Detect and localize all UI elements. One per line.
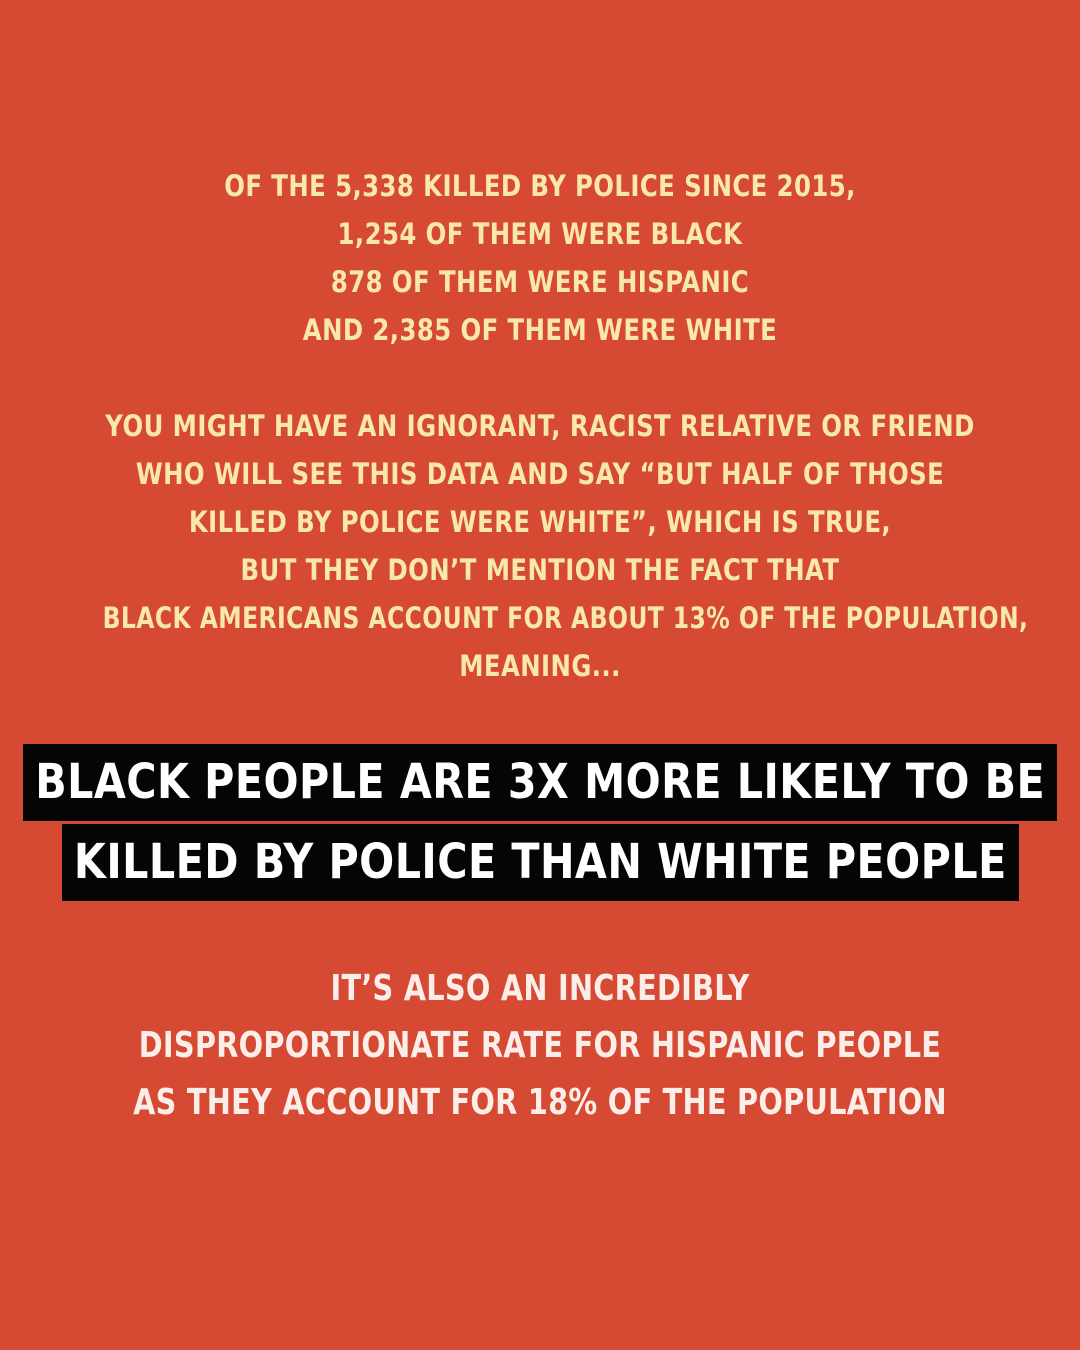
- context-line: BLACK AMERICANS ACCOUNT FOR ABOUT 13% OF…: [102, 601, 1029, 635]
- context-paragraph: YOU MIGHT HAVE AN IGNORANT, RACIST RELAT…: [0, 402, 1080, 690]
- police-killings-stats: OF THE 5,338 KILLED BY POLICE SINCE 2015…: [0, 162, 1080, 354]
- context-line: KILLED BY POLICE WERE WHITE”, WHICH IS T…: [188, 505, 892, 539]
- headline-line-2: KILLED BY POLICE THAN WHITE PEOPLE: [61, 824, 1019, 901]
- stat-hispanic-line: 878 OF THEM WERE HISPANIC: [330, 265, 750, 299]
- hispanic-rate-paragraph: IT’S ALSO AN INCREDIBLY DISPROPORTIONATE…: [0, 960, 1080, 1131]
- context-line: BUT THEY DON’T MENTION THE FACT THAT: [240, 553, 840, 587]
- context-line: MEANING...: [459, 649, 621, 683]
- context-line: WHO WILL SEE THIS DATA AND SAY “BUT HALF…: [135, 457, 945, 491]
- context-line: YOU MIGHT HAVE AN IGNORANT, RACIST RELAT…: [105, 409, 975, 443]
- outro-line: IT’S ALSO AN INCREDIBLY: [330, 968, 750, 1009]
- headline-line-1: BLACK PEOPLE ARE 3X MORE LIKELY TO BE: [23, 744, 1057, 821]
- stat-total-line: OF THE 5,338 KILLED BY POLICE SINCE 2015…: [224, 169, 856, 203]
- stat-black-line: 1,254 OF THEM WERE BLACK: [337, 217, 743, 251]
- outro-line: DISPROPORTIONATE RATE FOR HISPANIC PEOPL…: [138, 1025, 942, 1066]
- headline-text: BLACK PEOPLE ARE 3X MORE LIKELY TO BE: [35, 754, 1046, 810]
- stat-white-line: AND 2,385 OF THEM WERE WHITE: [302, 313, 778, 347]
- headline: BLACK PEOPLE ARE 3X MORE LIKELY TO BE KI…: [0, 744, 1080, 904]
- headline-text: KILLED BY POLICE THAN WHITE PEOPLE: [73, 834, 1007, 890]
- outro-line: AS THEY ACCOUNT FOR 18% OF THE POPULATIO…: [133, 1082, 947, 1123]
